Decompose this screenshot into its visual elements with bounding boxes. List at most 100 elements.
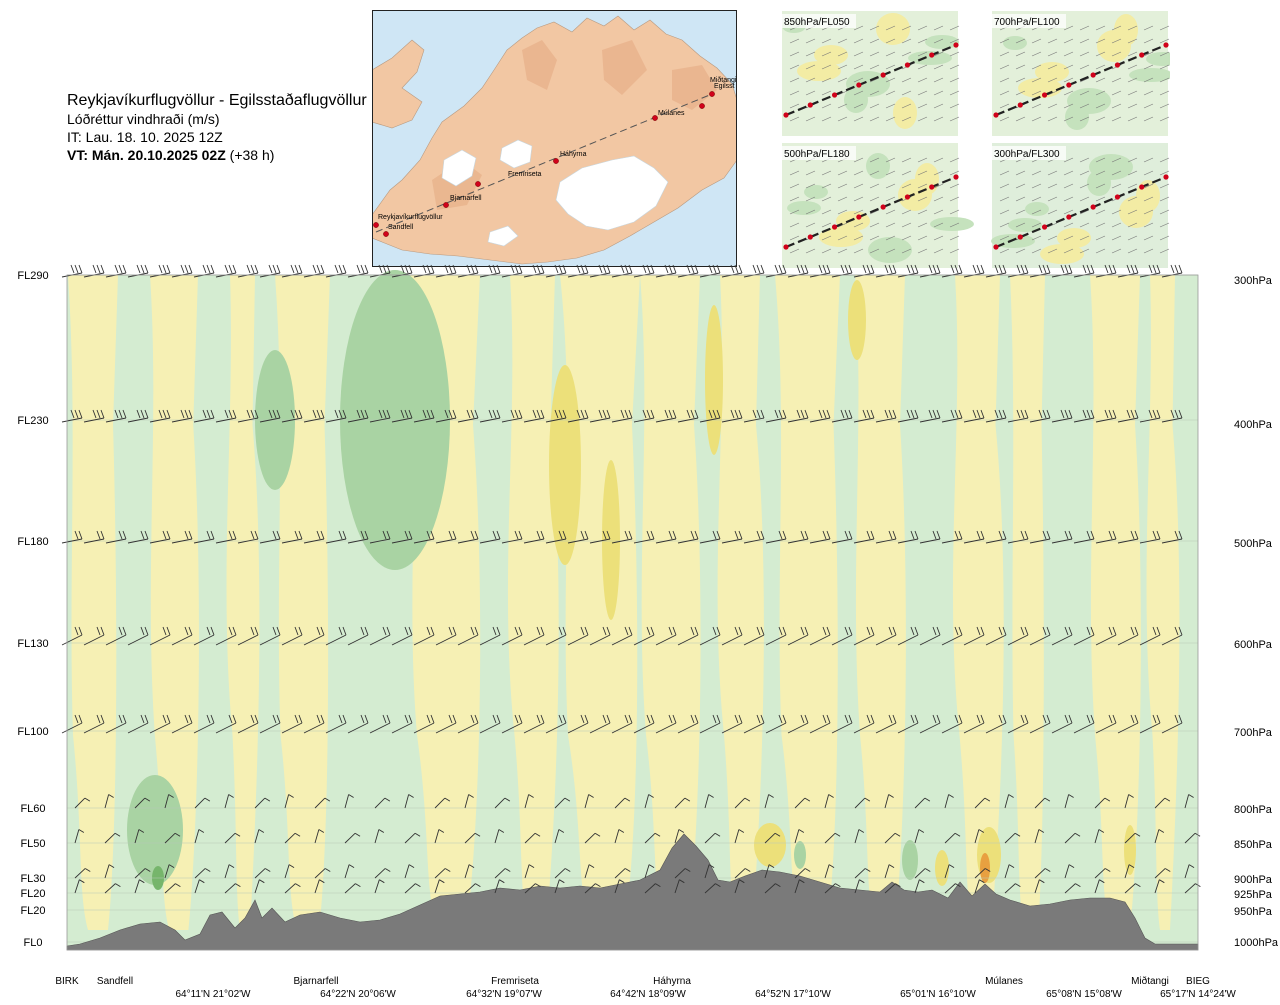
- pressure-label: 1000hPa: [1234, 937, 1279, 949]
- wind-barb: [391, 409, 413, 423]
- wind-barb: [809, 530, 831, 544]
- wind-barb: [464, 794, 474, 809]
- mini-wind-barb: [901, 209, 912, 215]
- wind-barb: [254, 797, 271, 809]
- map-place-label: Sandfell: [388, 224, 414, 231]
- mini-map-label: 850hPa/FL050: [784, 17, 850, 28]
- wind-barb: [1004, 883, 1021, 894]
- wind-barb: [1051, 626, 1073, 646]
- mini-wind-barb: [821, 77, 832, 83]
- mini-wind-barb: [837, 116, 848, 122]
- mini-wind-barb: [885, 116, 896, 122]
- mini-map-label-bg: [992, 146, 1066, 160]
- coordinate-label: 65°08'N 15°08'W: [1046, 989, 1122, 1000]
- wind-barb: [919, 714, 941, 734]
- mini-wind-barb: [1063, 209, 1074, 215]
- wind-barb: [545, 530, 567, 544]
- mini-wind-barb: [1127, 51, 1138, 57]
- mini-map-patch: [908, 51, 952, 65]
- wind-barb: [765, 409, 787, 423]
- variable-label: Lóðréttur vindhraði (m/s): [67, 111, 220, 127]
- wind-barb: [919, 530, 941, 544]
- mini-wind-barb: [885, 183, 896, 189]
- flight-level-label: FL60: [20, 803, 45, 815]
- wind-barb: [404, 883, 421, 894]
- mini-wind-barb: [917, 116, 928, 122]
- mini-wind-barb: [837, 170, 848, 176]
- mini-wind-barb: [837, 38, 848, 44]
- mini-wind-barb: [999, 103, 1010, 109]
- mini-wind-barb: [789, 170, 800, 176]
- mini-wind-barb: [917, 64, 928, 70]
- mini-wind-barb: [805, 209, 816, 215]
- wind-barb: [344, 832, 361, 844]
- mini-wind-barb: [917, 209, 928, 215]
- pressure-label: 950hPa: [1234, 906, 1273, 918]
- mini-wind-barb: [869, 183, 880, 189]
- wind-barb: [704, 883, 721, 894]
- wind-barb: [721, 714, 743, 734]
- wind-barb: [105, 530, 127, 544]
- mini-wind-barb: [853, 51, 864, 57]
- glacier-myrdalsjokull: [487, 225, 519, 247]
- wind-barb: [794, 868, 811, 879]
- mini-wind-barb: [853, 103, 864, 109]
- wind-barb: [404, 794, 414, 809]
- mini-wind-barb: [949, 38, 960, 44]
- wind-barb: [944, 794, 954, 809]
- mini-wind-barb: [1031, 196, 1042, 202]
- coordinate-label: 64°11'N 21°02'W: [175, 989, 251, 1000]
- wind-barb: [259, 530, 281, 544]
- wind-barb: [61, 530, 83, 544]
- wind-barb: [237, 626, 259, 646]
- wind-barb: [134, 829, 145, 844]
- waypoint-label: BIEG: [1186, 976, 1210, 987]
- wind-barb: [824, 832, 841, 844]
- wind-barb: [1073, 409, 1095, 423]
- mini-wind-barb: [1095, 248, 1106, 254]
- wind-barb: [914, 797, 931, 809]
- mini-wind-barb: [853, 235, 864, 241]
- mini-wind-barb: [837, 222, 848, 228]
- mini-wind-barb: [949, 116, 960, 122]
- mini-wind-barb: [1063, 116, 1074, 122]
- mini-wind-barb: [1111, 183, 1122, 189]
- wind-barb: [674, 797, 691, 809]
- lead-time: (+38 h): [229, 147, 275, 163]
- wind-barb: [1004, 832, 1021, 844]
- mini-wind-barb: [869, 222, 880, 228]
- mini-wind-barb: [933, 90, 944, 96]
- mini-wind-barb: [1127, 222, 1138, 228]
- wind-barbs: [61, 264, 1201, 894]
- wind-barb: [743, 530, 765, 544]
- valid-time-label: VT: Mán. 20.10.2025 02Z: [67, 147, 226, 163]
- mini-map-patch: [925, 35, 959, 49]
- mini-route-dot: [904, 194, 911, 200]
- mini-wind-barb: [1031, 248, 1042, 254]
- mini-wind-barb: [1063, 51, 1074, 57]
- wind-barb: [83, 714, 105, 734]
- mini-wind-barb: [1031, 170, 1042, 176]
- wind-barb: [1117, 714, 1139, 734]
- mini-wind-barb: [853, 209, 864, 215]
- mini-wind-barb: [1127, 38, 1138, 44]
- wind-barb: [853, 714, 875, 734]
- wind-barb: [224, 883, 241, 894]
- wind-barb: [494, 797, 511, 809]
- wind-barb: [1139, 409, 1161, 423]
- mini-wind-barb: [885, 248, 896, 254]
- wind-barb: [944, 832, 961, 844]
- mini-wind-barb: [853, 25, 864, 31]
- field-band-upward: [775, 275, 840, 930]
- mini-wind-barb: [999, 116, 1010, 122]
- mini-wind-barb: [1079, 235, 1090, 241]
- mini-wind-barb: [1079, 157, 1090, 163]
- wind-barb: [193, 409, 215, 423]
- mini-wind-barb: [1095, 103, 1106, 109]
- mini-wind-barb: [1095, 38, 1106, 44]
- mini-wind-barb: [1031, 116, 1042, 122]
- mini-wind-barb: [1015, 209, 1026, 215]
- coordinate-label: 65°17'N 14°24'W: [1160, 989, 1236, 1000]
- mini-wind-barb: [1095, 183, 1106, 189]
- wind-barb: [303, 714, 325, 734]
